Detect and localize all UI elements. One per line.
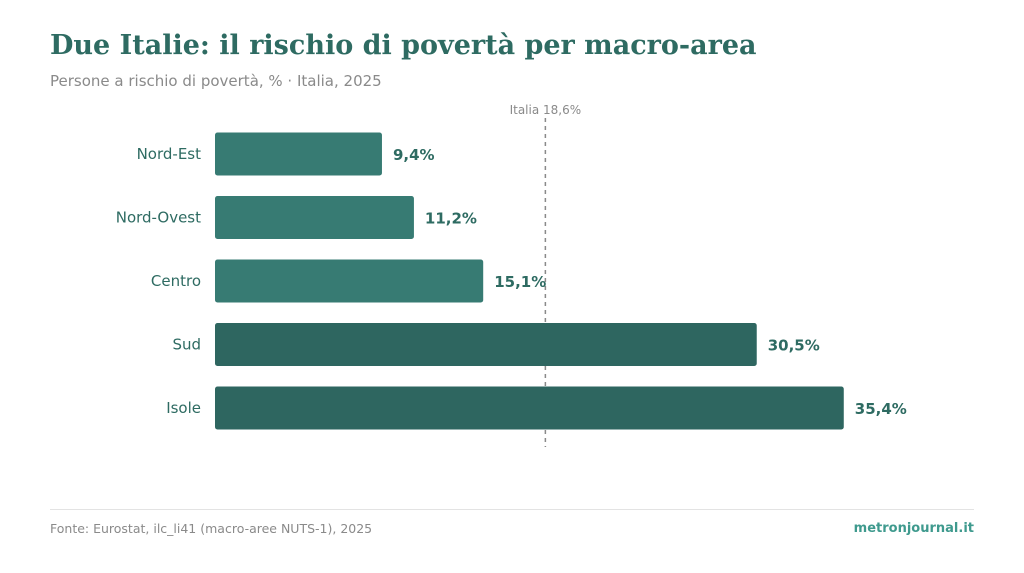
value-label: 9,4% <box>393 146 435 164</box>
category-label: Sud <box>172 336 201 354</box>
bar-nord-ovest <box>215 196 414 239</box>
value-label: 30,5% <box>768 337 820 355</box>
category-label: Isole <box>166 399 201 417</box>
bar-isole <box>215 386 844 430</box>
footer-divider <box>50 509 974 510</box>
source-note: Fonte: Eurostat, ilc_li41 (macro-aree NU… <box>50 521 373 536</box>
value-label: 15,1% <box>494 273 546 291</box>
category-label: Nord-Est <box>137 145 202 163</box>
brand-link[interactable]: metronjournal.it <box>853 521 974 536</box>
reference-line-label: Italia 18,6% <box>510 103 582 117</box>
bar-sud <box>215 323 757 366</box>
value-label: 11,2% <box>425 210 477 228</box>
bar-centro <box>215 259 484 303</box>
chart-title: Due Italie: il rischio di povertà per ma… <box>50 30 757 61</box>
chart-subtitle: Persone a rischio di povertà, % · Italia… <box>50 72 382 90</box>
value-label: 35,4% <box>855 400 907 418</box>
bar-chart: Italia 18,6% Nord-Est 9,4% Nord-Ovest 11,2% C… <box>116 103 907 447</box>
bar-nord-est <box>215 132 382 176</box>
category-label: Centro <box>151 272 201 290</box>
category-label: Nord-Ovest <box>116 209 201 227</box>
